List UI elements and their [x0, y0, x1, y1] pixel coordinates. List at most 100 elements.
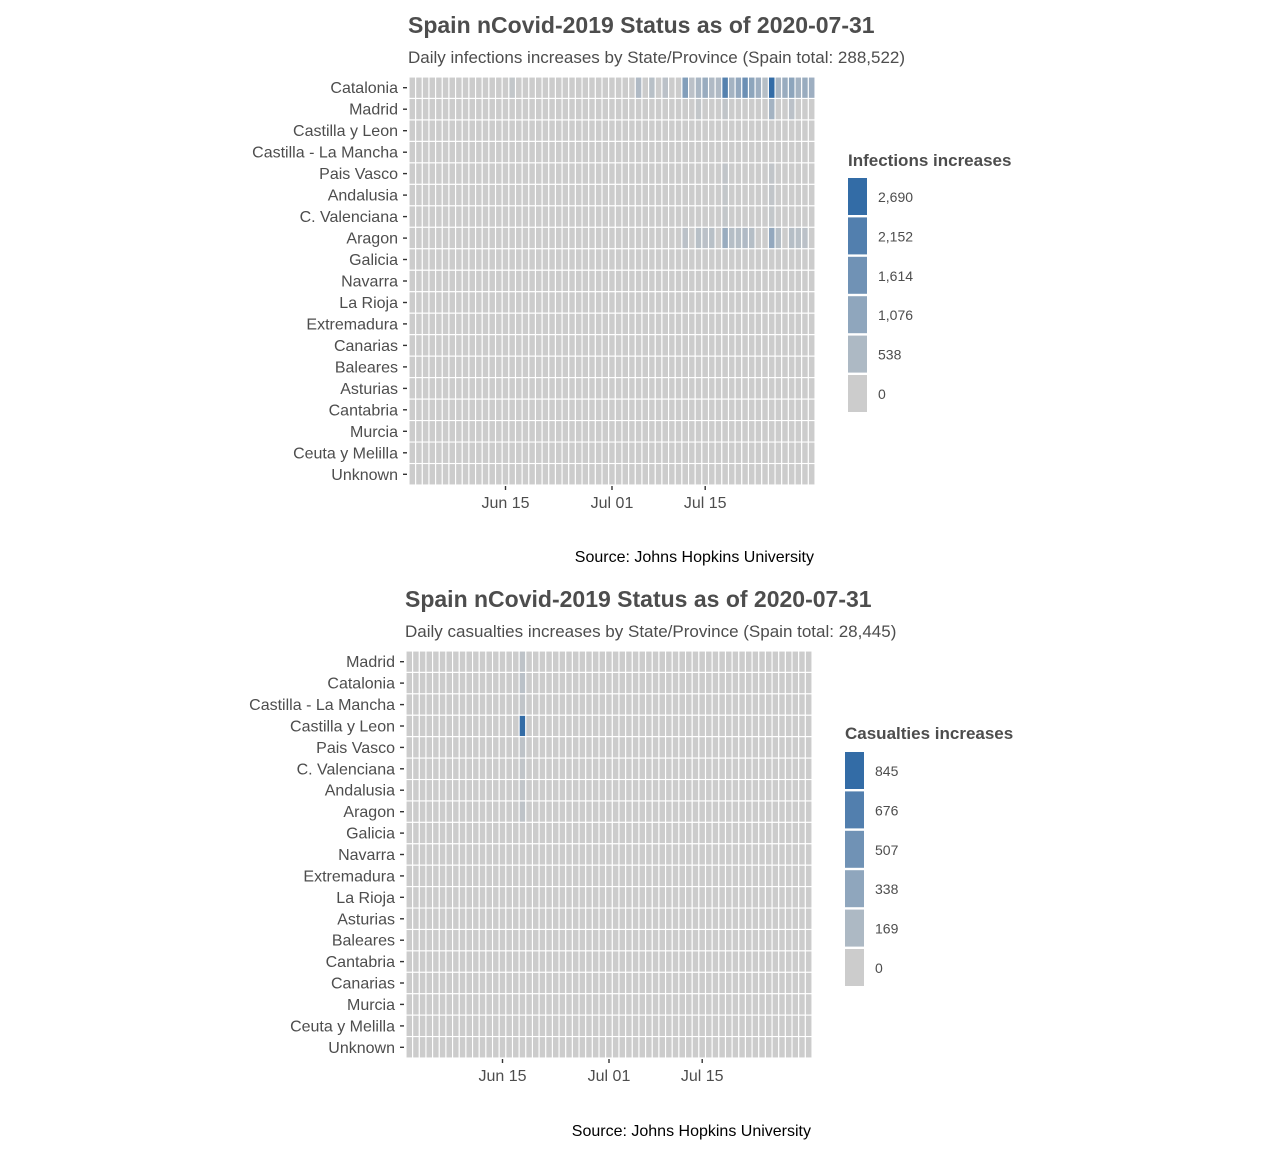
heatmap-cell	[458, 650, 467, 673]
heatmap-cell	[691, 778, 700, 802]
heatmap-cell	[428, 119, 437, 142]
heatmap-cell	[741, 205, 749, 228]
heatmap-cell	[634, 398, 643, 422]
heatmap-cell	[701, 334, 710, 357]
heatmap-cell	[734, 162, 743, 185]
heatmap-cell	[621, 140, 630, 164]
heatmap-cell	[771, 993, 780, 1016]
heatmap-cell	[774, 226, 783, 250]
heatmap-cell	[681, 355, 690, 379]
heatmap-cell	[528, 334, 537, 357]
heatmap-cell	[574, 248, 583, 271]
heatmap-cell	[734, 398, 743, 422]
heatmap-cell	[534, 334, 543, 357]
heatmap-cell	[794, 119, 803, 142]
heatmap-cell	[525, 886, 534, 909]
heatmap-cell	[448, 183, 457, 207]
heatmap-cell	[611, 971, 620, 995]
heatmap-cell	[551, 971, 560, 995]
heatmap-cell	[761, 248, 769, 271]
heatmap-cell	[468, 183, 477, 207]
heatmap-cell	[574, 97, 583, 121]
heatmap-cell	[445, 1014, 454, 1038]
heatmap-cell	[625, 971, 633, 995]
heatmap-cell	[738, 928, 746, 952]
heatmap-cell	[538, 843, 547, 866]
heatmap-cell	[787, 140, 796, 164]
heatmap-cell	[435, 420, 443, 443]
heatmap-cell	[408, 140, 417, 164]
heatmap-cell	[574, 226, 583, 250]
heatmap-cell	[548, 312, 556, 336]
heatmap-cell	[654, 355, 663, 379]
heatmap-cell	[412, 950, 420, 973]
heatmap-cell	[774, 355, 783, 379]
heatmap-cell	[494, 355, 503, 379]
heatmap-cell	[711, 907, 720, 931]
heatmap-cell	[585, 693, 593, 716]
heatmap-cell	[678, 1036, 687, 1059]
heatmap-cell	[767, 76, 776, 100]
heatmap-cell	[781, 420, 789, 443]
heatmap-cell	[614, 162, 623, 185]
heatmap-cell	[485, 778, 494, 802]
heatmap-cell	[581, 441, 590, 465]
heatmap-cell	[634, 420, 643, 443]
heatmap-cell	[511, 736, 520, 759]
heatmap-cell	[801, 162, 809, 185]
x-axis: Jun 15 Jul 01 Jul 15	[481, 486, 727, 512]
heatmap-cell	[634, 76, 643, 100]
heatmap-cell	[534, 377, 543, 400]
heatmap-cell	[541, 291, 550, 314]
heatmap-cell	[468, 226, 477, 250]
heatmap-cell	[601, 462, 610, 486]
heatmap-cell	[711, 693, 720, 716]
heatmap-cell	[601, 119, 610, 142]
heatmap-cell	[465, 757, 474, 781]
heatmap-cell	[494, 269, 503, 293]
heatmap-cell	[521, 355, 530, 379]
heatmap-cell	[648, 420, 656, 443]
heatmap-cell	[481, 441, 490, 465]
heatmap-cell	[654, 119, 663, 142]
heatmap-cell	[734, 205, 743, 228]
heatmap-cell	[421, 140, 430, 164]
heatmap-cell	[738, 778, 746, 802]
heatmap-cell	[671, 821, 680, 845]
heatmap-cell	[605, 928, 613, 952]
heatmap-cell	[412, 971, 420, 995]
heatmap-cell	[475, 205, 483, 228]
heatmap-cell	[554, 76, 563, 100]
heatmap-cell	[614, 248, 623, 271]
heatmap-cell	[531, 778, 540, 802]
heatmap-cell	[605, 1014, 613, 1038]
heatmap-cell	[641, 226, 650, 250]
heatmap-cell	[452, 1014, 460, 1038]
heatmap-cell	[711, 950, 720, 973]
heatmap-cell	[412, 821, 420, 845]
heatmap-cell	[438, 757, 447, 781]
heatmap-cell	[488, 119, 497, 142]
heatmap-cell	[415, 226, 423, 250]
heatmap-cell	[798, 864, 806, 888]
legend-label: 338	[875, 881, 899, 897]
y-tick-label: Canarias	[334, 338, 398, 355]
heatmap-cell	[488, 291, 497, 314]
heatmap-cell	[461, 334, 470, 357]
heatmap-cell	[691, 864, 700, 888]
heatmap-cell	[784, 650, 793, 673]
heatmap-cell	[704, 821, 713, 845]
heatmap-cell	[774, 162, 783, 185]
heatmap-cell	[601, 269, 610, 293]
heatmap-cell	[478, 693, 487, 716]
heatmap-cell	[528, 248, 537, 271]
heatmap-cell	[528, 97, 537, 121]
heatmap-cell	[704, 736, 713, 759]
heatmap-cell	[791, 671, 800, 695]
heatmap-cell	[698, 993, 707, 1016]
heatmap-cell	[774, 269, 783, 293]
x-tick-label: Jun 15	[481, 495, 529, 512]
heatmap-cell	[485, 928, 494, 952]
heatmap-cell	[801, 183, 809, 207]
heatmap-cell	[598, 1014, 607, 1038]
